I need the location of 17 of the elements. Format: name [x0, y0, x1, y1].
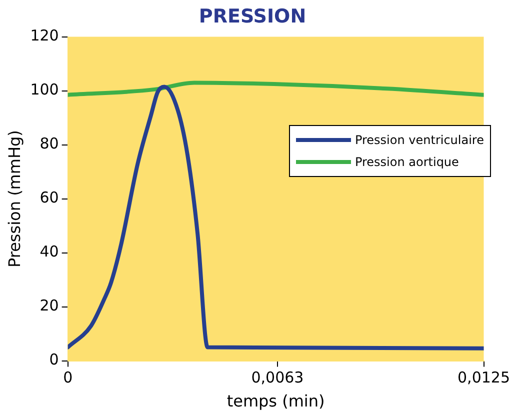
- y-tick-label: 120: [30, 26, 59, 45]
- y-axis-title: Pression (mmHg): [4, 130, 24, 268]
- x-tick-label: 0: [63, 368, 73, 387]
- line-series: [68, 80, 484, 97]
- y-tick-label: 40: [40, 242, 59, 261]
- legend-label: Pression aortique: [354, 154, 459, 171]
- legend-label: Pression ventriculaire: [354, 132, 484, 149]
- chart-title: PRESSION: [198, 5, 306, 28]
- y-tick-label: 60: [40, 188, 59, 207]
- x-tick-label: 0,0063: [251, 368, 304, 387]
- y-tick-label: 0: [49, 350, 59, 369]
- y-tick-label: 20: [40, 296, 59, 315]
- y-tick-label: 100: [30, 80, 59, 99]
- y-tick-label: 80: [40, 134, 59, 153]
- line-series: [68, 84, 484, 350]
- x-axis-title: temps (min): [226, 392, 325, 411]
- x-tick-label: 0,0125: [458, 368, 510, 387]
